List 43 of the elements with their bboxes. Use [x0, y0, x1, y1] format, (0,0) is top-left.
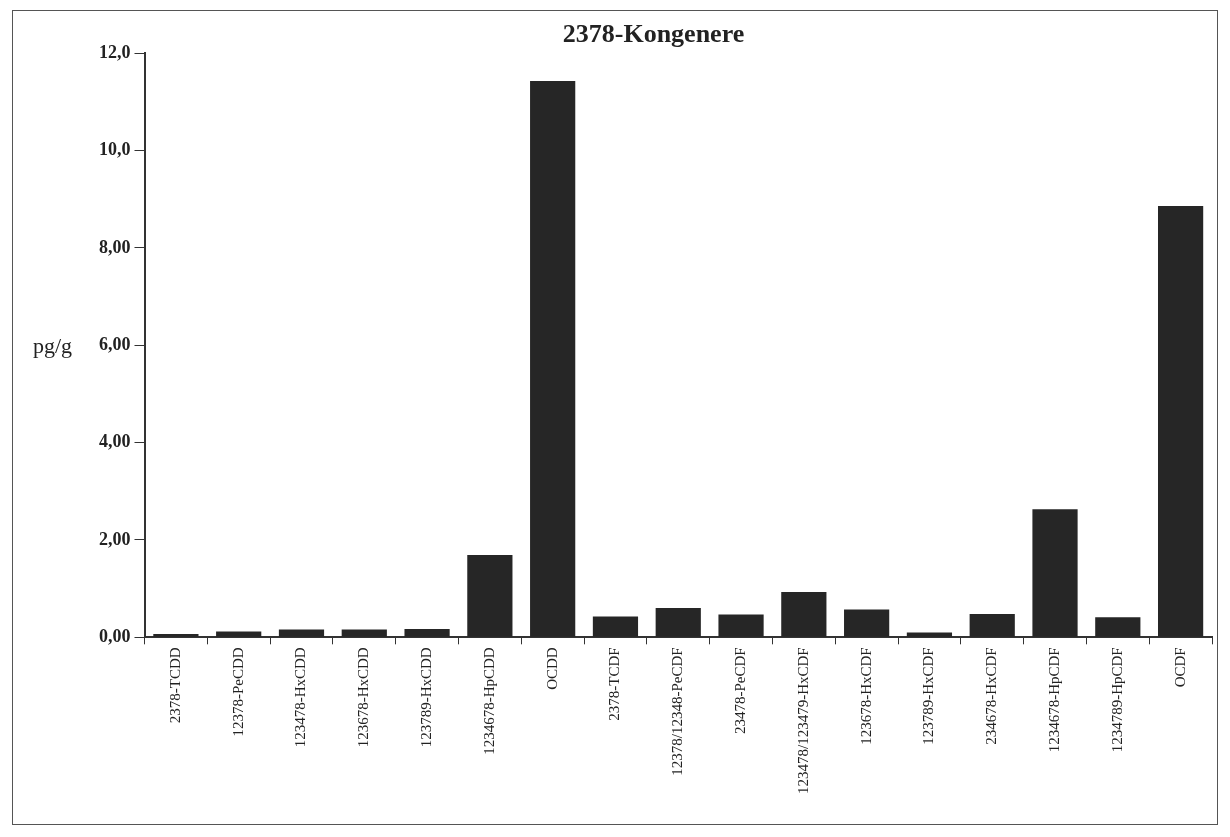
- bar: [530, 80, 576, 637]
- x-tick-label: 2378-TCDF: [606, 647, 623, 721]
- y-axis-title: pg/g: [33, 333, 73, 359]
- bar: [278, 629, 325, 637]
- x-tick-label: 12378-PeCDD: [229, 647, 246, 737]
- x-tick-label: 234678-HxCDF: [983, 647, 1000, 745]
- x-tick-label: 123789-HxCDD: [418, 647, 435, 748]
- bar: [655, 608, 701, 637]
- bar: [1032, 509, 1078, 637]
- bar: [404, 629, 450, 637]
- y-tick-label: 0,00: [99, 625, 131, 646]
- x-tick-label: OCDD: [543, 647, 560, 690]
- x-tick-label: 12378/12348-PeCDF: [669, 647, 686, 776]
- x-tick-label: 123678-HxCDF: [857, 647, 874, 745]
- bar: [592, 616, 639, 637]
- y-tick-label: 10,0: [99, 139, 131, 160]
- x-tick-label: 1234678-HpCDF: [1045, 647, 1062, 753]
- x-tick-label: 123789-HxCDF: [920, 647, 937, 745]
- bar: [718, 614, 764, 637]
- y-tick-label: 12,0: [99, 41, 131, 62]
- bar: [153, 633, 199, 637]
- bar: [216, 631, 262, 637]
- y-tick-label: 6,00: [99, 333, 131, 354]
- bar: [906, 632, 953, 637]
- y-tick-label: 8,00: [99, 236, 131, 257]
- bar: [341, 629, 387, 637]
- bar: [969, 613, 1015, 637]
- bar: [781, 592, 827, 637]
- x-tick-label: 123478-HxCDD: [292, 647, 309, 748]
- x-tick-label: 1234678-HpCDD: [480, 647, 497, 755]
- x-tick-label: OCDF: [1171, 647, 1188, 688]
- x-tick-label: 2378-TCDD: [166, 647, 183, 724]
- chart-title: 2378-Kongenere: [562, 19, 745, 49]
- y-tick-label: 2,00: [99, 528, 131, 549]
- x-tick-label: 1234789-HpCDF: [1108, 647, 1125, 753]
- bar: [1095, 617, 1141, 637]
- y-tick-label: 4,00: [99, 431, 131, 452]
- x-tick-label: 123478/123479-HxCDF: [794, 647, 811, 795]
- bar: [467, 555, 513, 637]
- x-tick-label: 123678-HxCDD: [355, 647, 372, 748]
- bar: [844, 609, 890, 637]
- bar: [1158, 206, 1204, 637]
- x-tick-label: 23478-PeCDF: [731, 647, 748, 735]
